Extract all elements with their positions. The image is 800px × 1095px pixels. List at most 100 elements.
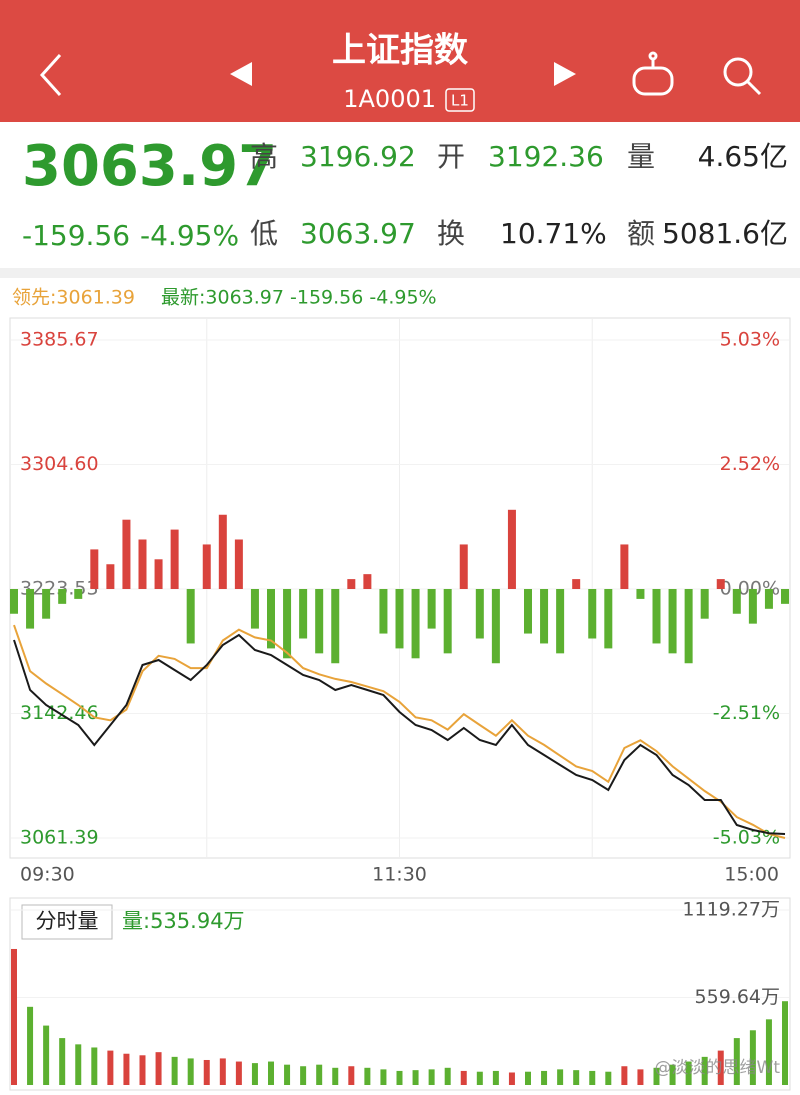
indicator-bar: [604, 589, 613, 649]
back-button[interactable]: [39, 53, 62, 97]
indicator-bar: [507, 509, 516, 589]
volume-bar: [251, 1063, 258, 1085]
indicator-bar: [315, 589, 324, 654]
stat-label: 换: [437, 217, 465, 250]
stat-label: 量: [627, 140, 655, 173]
volume-bar: [235, 1061, 242, 1085]
indicator-bar: [138, 539, 147, 589]
volume-frame: [9, 897, 791, 1091]
watermark: @淡淡的思绪Wt: [655, 1058, 781, 1078]
volume-bar: [123, 1053, 130, 1085]
change: -159.56: [22, 219, 130, 252]
indicator-bar: [267, 589, 275, 649]
price-line: [13, 633, 786, 835]
x-tick-label: 11:30: [372, 864, 427, 886]
next-button[interactable]: [554, 62, 576, 86]
indicator-bar: [732, 589, 741, 614]
volume-bar: [733, 1038, 740, 1085]
stat-value: 4.65亿: [698, 140, 788, 173]
volume-bar: [685, 1061, 692, 1085]
price-line: [13, 624, 786, 839]
volume-bar: [396, 1070, 403, 1085]
indicator-bar: [26, 589, 35, 629]
volume-bar: [316, 1064, 323, 1085]
volume-bar: [428, 1069, 435, 1085]
volume-bar: [59, 1038, 66, 1085]
indicator-bar: [10, 589, 18, 614]
volume-bar: [589, 1070, 596, 1085]
indicator-bar: [748, 589, 757, 624]
volume-bar: [492, 1070, 499, 1085]
volume-bar: [653, 1067, 660, 1085]
separator: [0, 268, 800, 278]
volume-bar: [541, 1070, 548, 1085]
indicator-bar: [347, 579, 356, 589]
volume-bar: [155, 1052, 162, 1085]
change-pct: -4.95%: [140, 219, 239, 252]
volume-bar: [701, 1056, 708, 1085]
volume-bar: [268, 1061, 274, 1085]
y-tick-label: 3385.67: [20, 329, 99, 351]
indicator-bar: [186, 589, 195, 644]
indicator-bar: [411, 589, 420, 659]
header-code: 1A0001: [343, 85, 436, 113]
indicator-bar: [234, 539, 243, 589]
y2-tick-label: 2.52%: [720, 453, 780, 475]
indicator-bar: [331, 589, 340, 664]
indicator-bar: [652, 589, 661, 644]
volume-bar: [380, 1069, 387, 1085]
header-bar: [0, 0, 800, 122]
volume-bar: [717, 1050, 724, 1085]
y2-tick-label: -5.03%: [713, 827, 780, 849]
legend-entry: 最新:3063.97 -159.56 -4.95%: [161, 287, 437, 309]
indicator-bar: [74, 589, 83, 599]
volume-bar: [75, 1044, 82, 1085]
indicator-bar: [106, 564, 115, 589]
robot-icon[interactable]: [632, 51, 674, 96]
indicator-bar: [122, 519, 131, 589]
prev-button[interactable]: [230, 62, 252, 86]
indicator-bar: [427, 589, 436, 629]
x-tick-label: 09:30: [20, 864, 75, 886]
volume-title: 分时量: [36, 909, 99, 933]
stat-label: 额: [627, 217, 655, 250]
volume-bar: [300, 1066, 307, 1085]
stat-value: 10.71%: [500, 217, 607, 250]
volume-bar: [348, 1066, 355, 1085]
y-tick-label: 3061.39: [20, 827, 99, 849]
volume-bar: [364, 1067, 371, 1085]
indicator-bar: [379, 589, 388, 634]
indicator-bar: [572, 579, 581, 589]
volume-bar: [782, 1001, 788, 1085]
indicator-bar: [668, 589, 677, 654]
chart-frame: [9, 317, 791, 859]
indicator-bar: [299, 589, 308, 639]
volume-bar: [460, 1070, 467, 1085]
y-tick-label: 3304.60: [20, 453, 99, 475]
volume-bar: [573, 1070, 580, 1085]
volume-tab[interactable]: [21, 904, 113, 940]
indicator-bar: [154, 559, 163, 589]
volume-bar: [476, 1071, 483, 1085]
header-title: 上证指数: [332, 31, 468, 71]
indicator-bar: [556, 589, 565, 654]
volume-bar: [508, 1072, 515, 1085]
indicator-bar: [58, 589, 67, 604]
y2-tick-label: -2.51%: [713, 702, 780, 724]
x-tick-label: 15:00: [724, 864, 779, 886]
volume-bar: [412, 1070, 419, 1085]
volume-bar: [27, 1006, 34, 1085]
indicator-bar: [540, 589, 549, 644]
volume-bar: [139, 1055, 146, 1085]
indicator-bar: [202, 544, 211, 589]
stat-label: 高: [250, 140, 278, 173]
indicator-bar: [395, 589, 404, 649]
indicator-bar: [459, 544, 468, 589]
volume-bar: [203, 1059, 210, 1085]
indicator-bar: [491, 589, 500, 664]
indicator-bar: [620, 544, 629, 589]
volume-bar: [621, 1066, 628, 1085]
volume-bar: [332, 1067, 339, 1085]
indicator-bar: [218, 514, 227, 589]
search-icon[interactable]: [723, 57, 762, 96]
